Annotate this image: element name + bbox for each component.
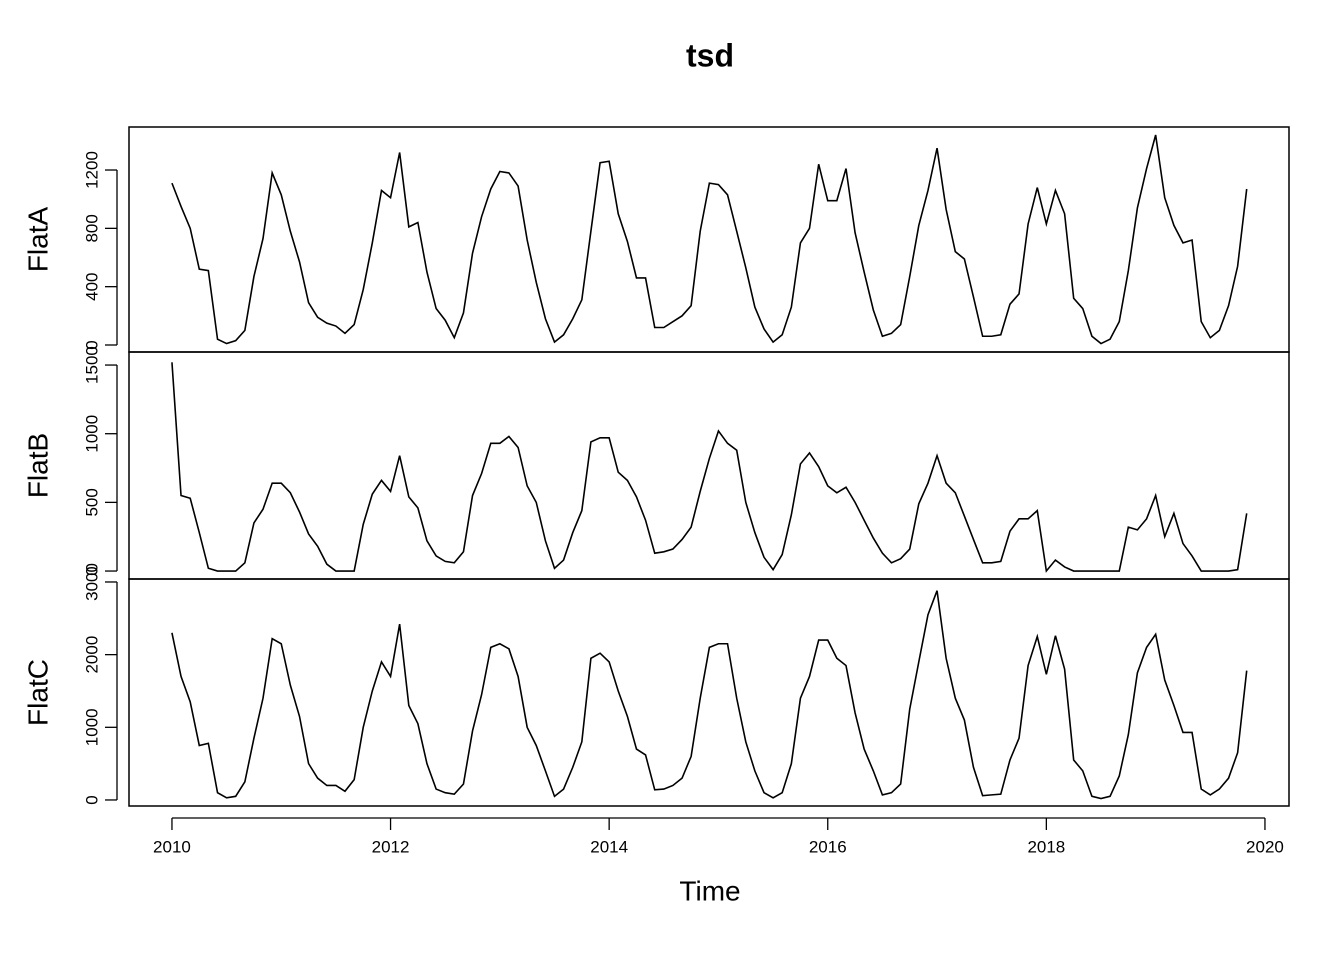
y-axis-label: FlatB <box>22 433 53 498</box>
y-tick-label: 2000 <box>82 636 101 674</box>
x-tick-label: 2014 <box>590 837 628 856</box>
y-axis-label: FlatC <box>22 659 53 726</box>
y-tick-label: 0 <box>82 566 101 575</box>
series-line <box>171 590 1248 800</box>
y-tick-label: 0 <box>82 795 101 804</box>
x-axis-label: Time <box>679 875 740 906</box>
x-tick-label: 2018 <box>1027 837 1065 856</box>
x-tick-label: 2016 <box>809 837 847 856</box>
chart-title: tsd <box>686 37 734 73</box>
y-tick-label: 500 <box>82 488 101 516</box>
y-tick-label: 0 <box>82 340 101 349</box>
y-tick-label: 1500 <box>82 346 101 384</box>
x-tick-label: 2010 <box>153 837 191 856</box>
y-tick-label: 1200 <box>82 151 101 189</box>
y-tick-label: 1000 <box>82 708 101 746</box>
y-tick-label: 1000 <box>82 415 101 453</box>
x-tick-label: 2020 <box>1246 837 1284 856</box>
series-line <box>171 134 1248 345</box>
y-tick-label: 400 <box>82 272 101 300</box>
y-axis-label: FlatA <box>22 207 53 273</box>
y-tick-label: 3000 <box>82 563 101 601</box>
x-tick-label: 2012 <box>372 837 410 856</box>
series-line <box>171 362 1248 573</box>
panel-frame <box>128 578 1290 807</box>
y-tick-label: 800 <box>82 214 101 242</box>
